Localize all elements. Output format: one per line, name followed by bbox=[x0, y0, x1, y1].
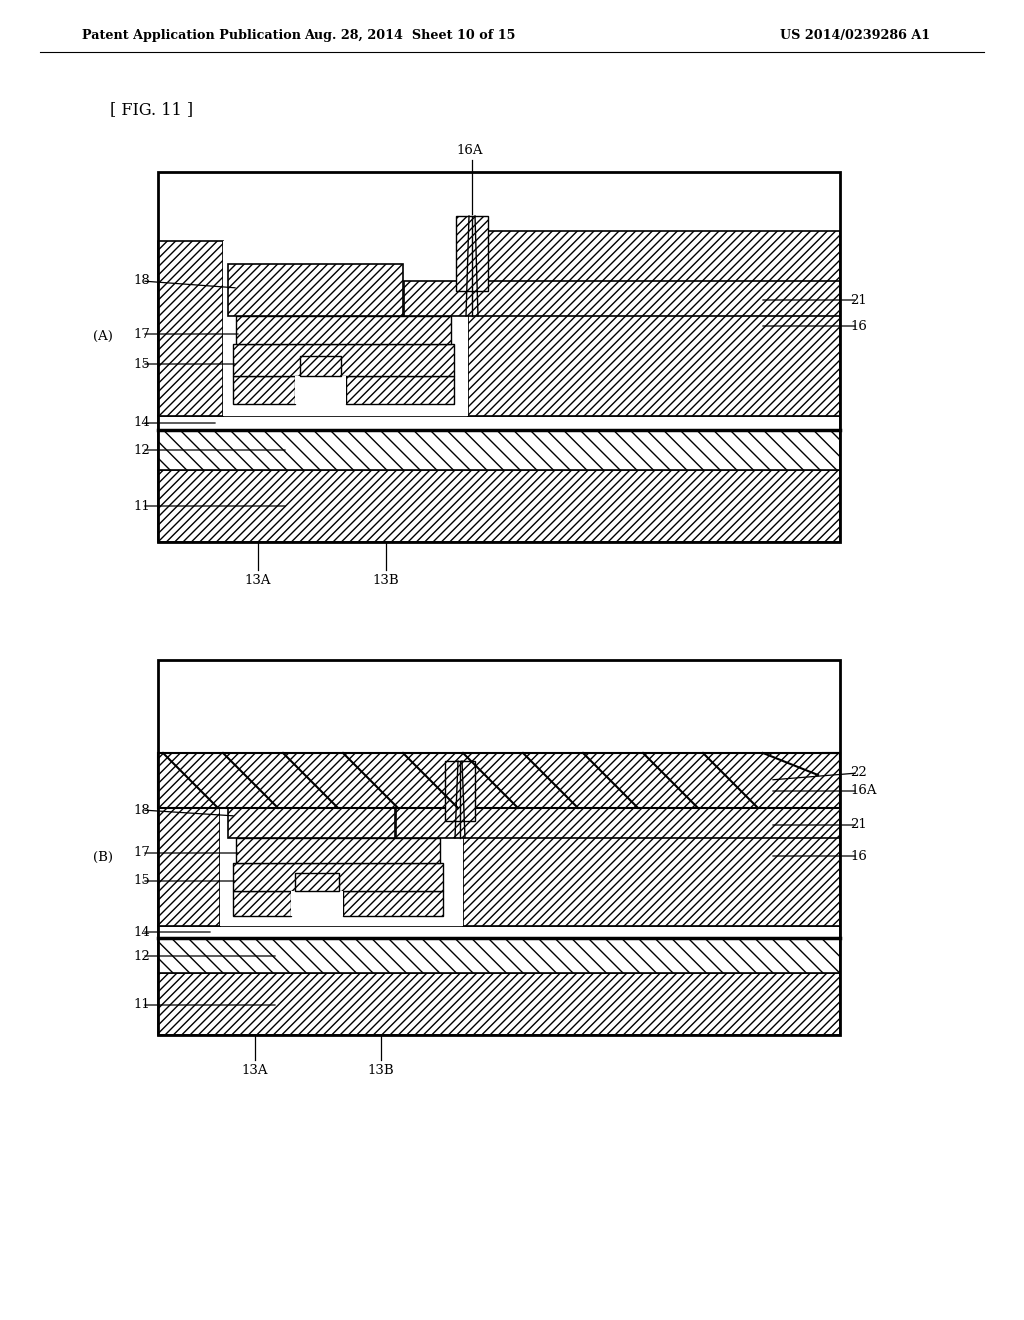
Text: 15: 15 bbox=[133, 358, 150, 371]
Bar bbox=[233, 863, 443, 891]
Bar bbox=[158, 470, 840, 543]
Text: 22: 22 bbox=[850, 767, 866, 780]
Text: US 2014/0239286 A1: US 2014/0239286 A1 bbox=[780, 29, 930, 41]
Bar bbox=[228, 796, 395, 838]
Bar bbox=[445, 762, 475, 821]
Bar bbox=[346, 376, 454, 404]
Text: 16A: 16A bbox=[457, 144, 483, 157]
Bar bbox=[158, 172, 840, 543]
Bar bbox=[220, 771, 463, 927]
Bar bbox=[158, 416, 840, 430]
Text: 17: 17 bbox=[133, 846, 150, 859]
Text: Aug. 28, 2014  Sheet 10 of 15: Aug. 28, 2014 Sheet 10 of 15 bbox=[304, 29, 516, 41]
Bar bbox=[233, 891, 291, 916]
Text: 14: 14 bbox=[133, 417, 150, 429]
Bar bbox=[291, 891, 343, 916]
Bar bbox=[236, 315, 451, 345]
Bar bbox=[158, 242, 223, 416]
Bar bbox=[158, 927, 840, 939]
Text: 21: 21 bbox=[850, 293, 866, 306]
Bar bbox=[228, 264, 403, 315]
Bar bbox=[396, 808, 840, 838]
Bar bbox=[158, 660, 840, 1035]
Bar bbox=[295, 376, 346, 404]
Text: Patent Application Publication: Patent Application Publication bbox=[82, 29, 301, 41]
Bar bbox=[158, 939, 840, 973]
Text: 13A: 13A bbox=[245, 573, 271, 586]
Text: 11: 11 bbox=[133, 998, 150, 1011]
Text: 11: 11 bbox=[133, 499, 150, 512]
Bar bbox=[300, 356, 341, 376]
Bar bbox=[233, 376, 295, 404]
Text: 18: 18 bbox=[133, 804, 150, 817]
Text: 13A: 13A bbox=[242, 1064, 268, 1077]
Text: 12: 12 bbox=[133, 444, 150, 457]
Bar bbox=[158, 430, 840, 470]
Text: 16A: 16A bbox=[850, 784, 877, 797]
Text: 13B: 13B bbox=[368, 1064, 394, 1077]
Bar bbox=[295, 873, 339, 891]
Bar bbox=[158, 752, 840, 808]
Bar bbox=[463, 768, 840, 927]
Text: 17: 17 bbox=[133, 327, 150, 341]
Text: [ FIG. 11 ]: [ FIG. 11 ] bbox=[110, 102, 194, 119]
Text: 15: 15 bbox=[133, 874, 150, 887]
Bar bbox=[223, 242, 468, 416]
Bar bbox=[456, 216, 488, 290]
Text: (A): (A) bbox=[93, 330, 113, 342]
Text: 14: 14 bbox=[133, 925, 150, 939]
Text: 16: 16 bbox=[850, 319, 867, 333]
Bar bbox=[233, 345, 454, 376]
Bar bbox=[158, 771, 220, 927]
Text: 18: 18 bbox=[133, 275, 150, 288]
Bar bbox=[343, 891, 443, 916]
Bar bbox=[236, 838, 440, 863]
Text: 21: 21 bbox=[850, 818, 866, 832]
Bar bbox=[404, 281, 840, 315]
Text: (B): (B) bbox=[93, 850, 113, 863]
Text: 13B: 13B bbox=[373, 573, 399, 586]
Text: 12: 12 bbox=[133, 949, 150, 962]
Text: 16: 16 bbox=[850, 850, 867, 862]
Bar bbox=[158, 973, 840, 1035]
Bar bbox=[468, 231, 840, 416]
